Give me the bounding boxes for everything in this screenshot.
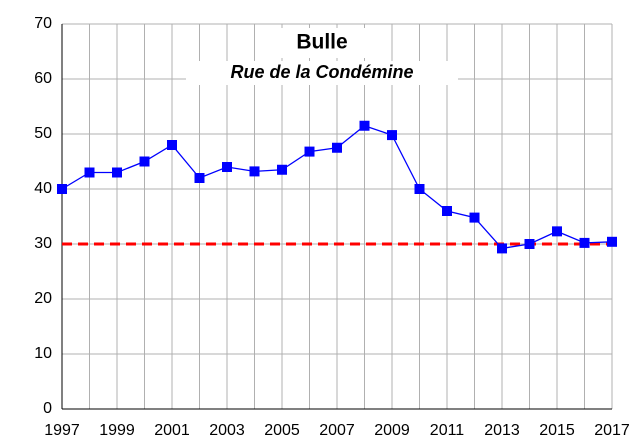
x-tick-label: 2017	[594, 422, 630, 439]
y-tick-label: 60	[34, 70, 52, 87]
marker	[442, 206, 452, 216]
marker	[359, 120, 370, 131]
marker	[277, 164, 287, 175]
marks	[57, 120, 617, 254]
marker	[84, 167, 95, 178]
marker	[304, 146, 315, 157]
marker	[524, 239, 535, 249]
y-tick-label: 10	[34, 345, 52, 362]
y-tick-label: 20	[34, 290, 52, 307]
marker	[332, 142, 342, 153]
y-tick-label: 30	[34, 235, 52, 252]
title-background	[275, 28, 370, 58]
marker	[497, 243, 507, 254]
x-tick-label: 2013	[484, 422, 520, 439]
marker	[552, 226, 562, 237]
marker	[469, 212, 480, 223]
subtitle-background	[186, 61, 458, 85]
grid	[61, 23, 613, 410]
x-tick-label: 1999	[99, 422, 135, 439]
marker	[579, 237, 590, 248]
marker	[607, 236, 617, 247]
y-tick-label: 40	[34, 180, 52, 197]
x-tick-label: 2005	[264, 422, 300, 439]
marker	[414, 184, 425, 194]
marker	[194, 173, 205, 183]
x-tick-label: 2003	[209, 422, 245, 439]
y-tick-label: 70	[34, 15, 52, 32]
marker	[249, 166, 260, 177]
marker	[112, 167, 122, 178]
x-tick-label: 1997	[44, 422, 80, 439]
x-tick-label: 2001	[154, 422, 190, 439]
y-tick-label: 0	[43, 400, 52, 417]
y-tick-label: 50	[34, 125, 52, 142]
labels: 0 10 20 30 40 50 60 70 1997 1999 2001 2003 2005 2007 2…	[34, 15, 630, 439]
x-tick-label: 2011	[430, 422, 465, 439]
chart-subtitle: Rue de la Condémine	[230, 62, 413, 82]
marker	[57, 184, 67, 194]
marker	[139, 156, 150, 167]
marker	[167, 140, 177, 150]
marker	[222, 162, 232, 172]
x-tick-label: 2015	[539, 422, 575, 439]
marker	[387, 130, 397, 141]
x-tick-label: 2007	[319, 422, 355, 439]
x-tick-label: 2009	[374, 422, 410, 439]
chart-title: Bulle	[296, 31, 347, 54]
